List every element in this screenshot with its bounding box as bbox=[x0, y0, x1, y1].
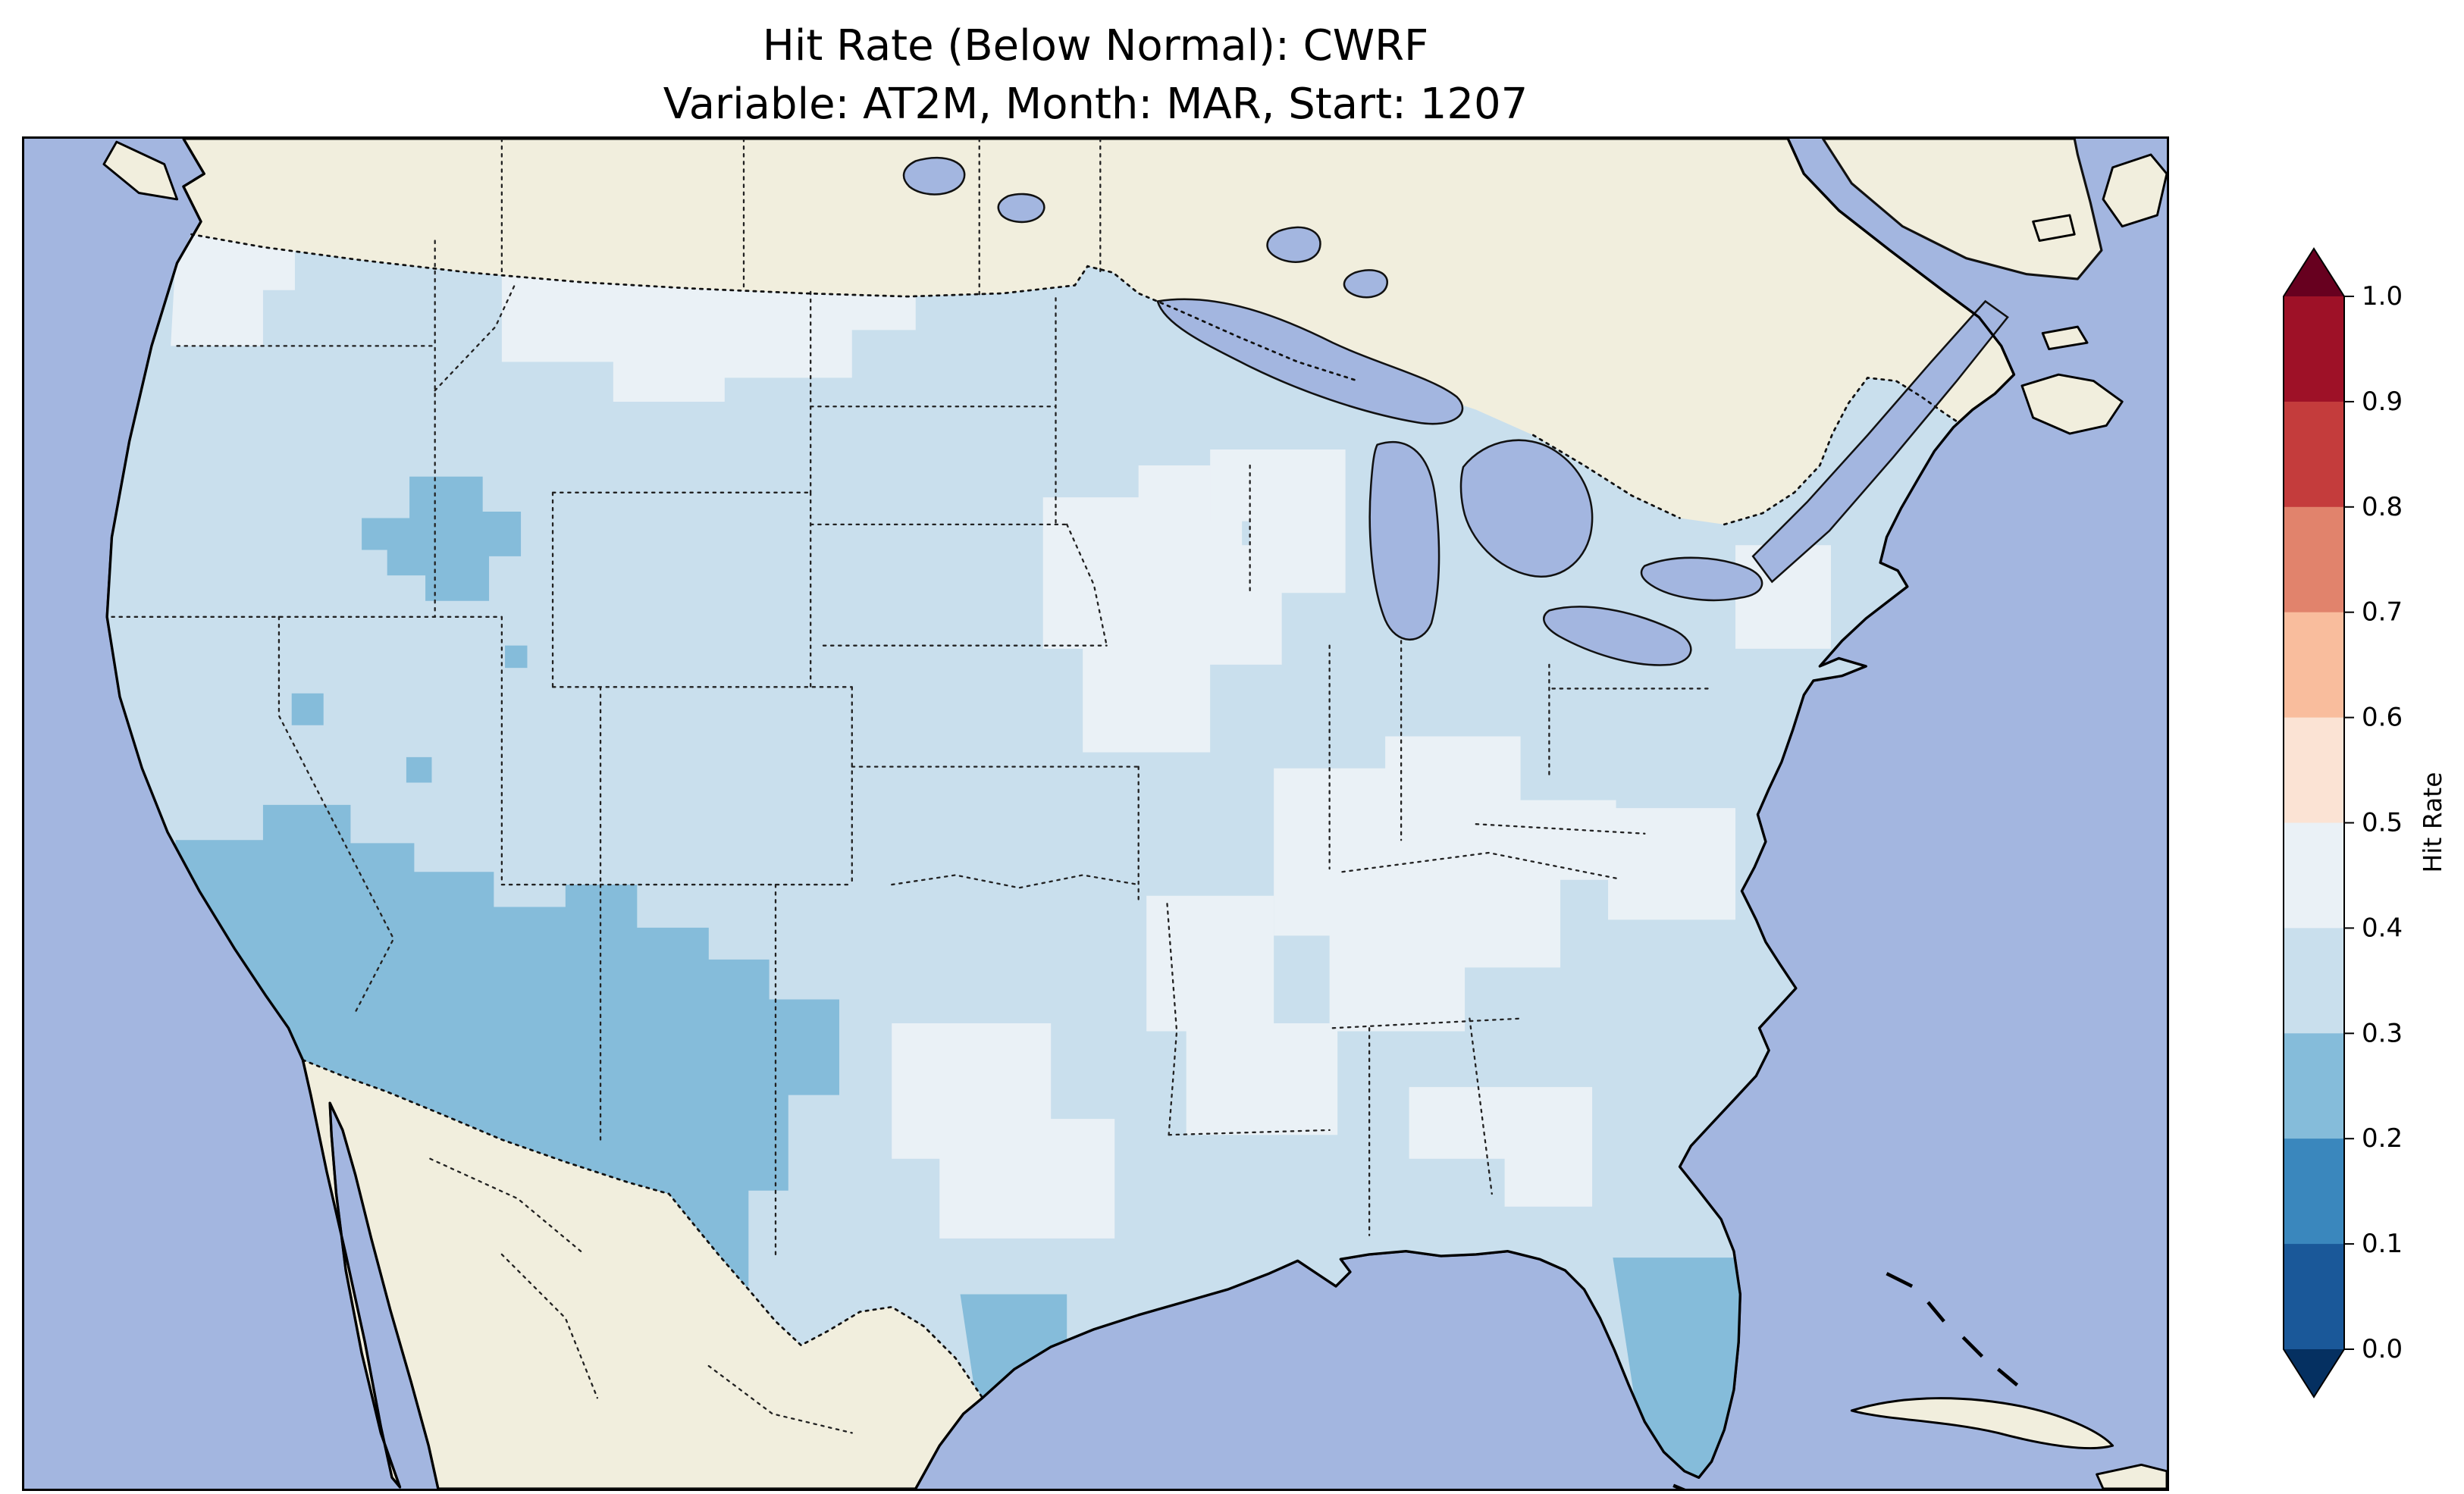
canadian-lake-2 bbox=[997, 193, 1045, 224]
map-axes bbox=[22, 136, 2169, 1491]
lake-huron bbox=[1459, 439, 1594, 578]
colorbar-arrow-over bbox=[2284, 249, 2344, 296]
lakes bbox=[902, 156, 2009, 666]
colorbar-tick-label-1.0: 1.0 bbox=[2362, 281, 2403, 312]
page-subtitle: Variable: AT2M, Month: MAR, Start: 1207 bbox=[663, 80, 1528, 129]
florida-keys bbox=[1672, 1483, 1686, 1489]
lake-ontario bbox=[1640, 556, 1763, 602]
region-n-plains bbox=[501, 274, 916, 402]
colorbar-bin-0.8-0.9 bbox=[2284, 401, 2344, 508]
colorbar-bin-0.1-0.2 bbox=[2284, 1139, 2344, 1245]
colorbar-svg: 1.0 0.9 0.8 0.7 0.6 0.5 0.4 0.3 0.2 0.1 0.0 Hit Ra… bbox=[2283, 247, 2447, 1398]
colorbar-tick-label-0.3: 0.3 bbox=[2362, 1018, 2403, 1048]
colorbar-bin-0.3-0.4 bbox=[2284, 928, 2344, 1034]
region-idaho bbox=[362, 476, 522, 601]
colorbar-tick-label-0.9: 0.9 bbox=[2362, 387, 2403, 417]
lake-michigan bbox=[1368, 440, 1440, 641]
colorbar-label: Hit Rate bbox=[2418, 772, 2447, 872]
colorbar-tick-label-0.2: 0.2 bbox=[2362, 1123, 2403, 1154]
region-midwest bbox=[1042, 465, 1282, 753]
state-borders-east bbox=[1249, 464, 1713, 1236]
canada-province-borders bbox=[500, 139, 1102, 296]
region-ms-valley bbox=[1146, 895, 1338, 1135]
region-gulf-southeast bbox=[1409, 1087, 1593, 1207]
colorbar-bin-0.6-0.7 bbox=[2284, 612, 2344, 719]
lake-superior bbox=[1156, 298, 1464, 425]
colorbar-bin-0.4-0.5 bbox=[2284, 822, 2344, 929]
state-borders-west bbox=[111, 240, 853, 1256]
nova-scotia bbox=[2020, 373, 2124, 435]
colorbar-tick-label-0.6: 0.6 bbox=[2362, 703, 2403, 733]
canadian-lake-4 bbox=[1343, 269, 1388, 299]
admin-borders bbox=[111, 139, 1960, 1434]
quebec-north-shore-land bbox=[1821, 139, 2103, 280]
us-mexico-border bbox=[302, 1059, 984, 1399]
canadian-lake-1 bbox=[902, 156, 966, 196]
colorbar-bin-0.9-1.0 bbox=[2284, 296, 2344, 402]
map-svg bbox=[24, 139, 2167, 1489]
region-wisconsin bbox=[1210, 449, 1346, 594]
cuba bbox=[1850, 1397, 2114, 1449]
anticosti-island bbox=[2032, 214, 2076, 243]
page-title: Hit Rate (Below Normal): CWRF bbox=[762, 21, 1429, 70]
colorbar-bin-0.5-0.6 bbox=[2284, 717, 2344, 824]
hispaniola bbox=[2096, 1463, 2167, 1489]
colorbar-tick-label-0.7: 0.7 bbox=[2362, 597, 2403, 628]
vancouver-island bbox=[102, 140, 179, 201]
us-canada-border bbox=[190, 233, 1960, 526]
region-mid-atlantic bbox=[1608, 808, 1736, 920]
canadian-lake-3 bbox=[1266, 226, 1321, 263]
lake-erie bbox=[1543, 606, 1692, 666]
colorbar-tick-label-0.5: 0.5 bbox=[2362, 808, 2403, 838]
colorbar: 1.0 0.9 0.8 0.7 0.6 0.5 0.4 0.3 0.2 0.1 0.0 Hit Ra… bbox=[2283, 247, 2458, 1431]
figure-title-block: Hit Rate (Below Normal): CWRF Variable: … bbox=[22, 17, 2169, 133]
newfoundland-island bbox=[2102, 153, 2167, 228]
colorbar-bins: 1.0 0.9 0.8 0.7 0.6 0.5 0.4 0.3 0.2 0.1 0.0 bbox=[2284, 249, 2403, 1397]
state-borders-central bbox=[810, 297, 1331, 1136]
st-lawrence-river bbox=[1751, 299, 2009, 584]
region-wa-coast bbox=[171, 234, 295, 346]
region-new-england bbox=[1735, 545, 1831, 649]
islands bbox=[102, 140, 2167, 1489]
colorbar-tick-label-0.8: 0.8 bbox=[2362, 492, 2403, 522]
bahamas bbox=[1886, 1272, 2019, 1387]
region-central-texas bbox=[892, 1023, 1115, 1239]
colorbar-bin-0.2-0.3 bbox=[2284, 1033, 2344, 1139]
colorbar-tick-label-0.0: 0.0 bbox=[2362, 1334, 2403, 1364]
colorbar-tick-label-0.4: 0.4 bbox=[2362, 913, 2403, 943]
colorbar-bin-0.7-0.8 bbox=[2284, 506, 2344, 613]
region-ohio-tn bbox=[1274, 736, 1616, 1032]
prince-edward-island bbox=[2041, 325, 2089, 351]
coastline-outline bbox=[105, 139, 2016, 1489]
mexico-internal-borders bbox=[429, 1157, 853, 1434]
colorbar-bin-0.0-0.1 bbox=[2284, 1244, 2344, 1350]
colorbar-arrow-under bbox=[2284, 1349, 2344, 1397]
colorbar-tick-label-0.1: 0.1 bbox=[2362, 1229, 2403, 1259]
colorbar-outline bbox=[2283, 247, 2345, 1398]
